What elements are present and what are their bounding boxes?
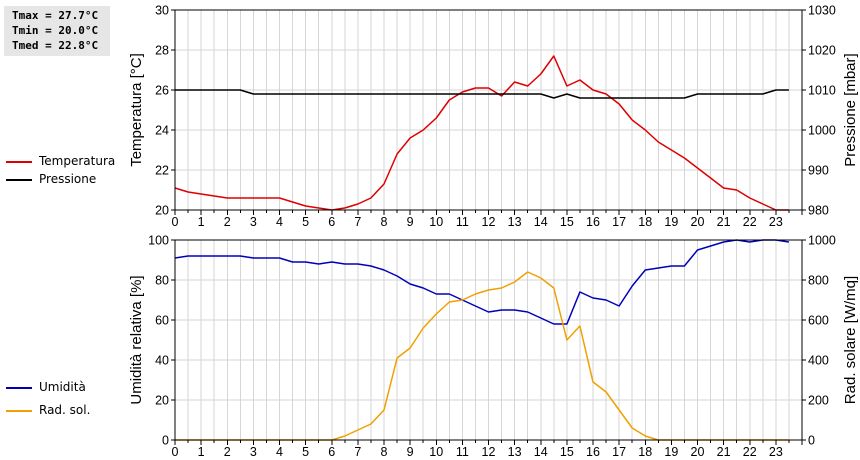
- y-tick-label: 26: [155, 84, 169, 98]
- y2-tick-label: 600: [808, 314, 829, 328]
- x-tick-label: 8: [381, 215, 388, 229]
- x-tick-label: 16: [586, 445, 600, 459]
- stat-tmed: Tmed = 22.8°C: [12, 39, 99, 52]
- y-tick-label: 60: [155, 314, 169, 328]
- y-tick-label: 20: [155, 394, 169, 408]
- x-tick-label: 12: [482, 445, 496, 459]
- y2-tick-label: 990: [808, 164, 829, 178]
- y2-tick-label: 1000: [808, 124, 836, 138]
- x-tick-label: 21: [717, 445, 731, 459]
- y-tick-label: 24: [155, 124, 169, 138]
- x-tick-label: 5: [302, 445, 309, 459]
- x-tick-label: 23: [769, 215, 783, 229]
- y2-tick-label: 0: [808, 434, 815, 448]
- legend-swatch-rad-sol: [6, 410, 32, 412]
- x-tick-label: 15: [560, 215, 574, 229]
- legend-label-rad-sol: Rad. sol.: [39, 403, 91, 417]
- x-tick-label: 11: [456, 445, 469, 459]
- x-tick-label: 3: [250, 445, 257, 459]
- y-tick-label: 30: [155, 4, 169, 18]
- x-tick-label: 14: [534, 215, 548, 229]
- y2-tick-label: 200: [808, 394, 829, 408]
- x-tick-label: 7: [354, 215, 361, 229]
- x-tick-label: 9: [407, 445, 414, 459]
- x-tick-label: 22: [743, 215, 757, 229]
- x-tick-label: 2: [224, 215, 231, 229]
- chart-2: 0 1 2 3 4 5 6 7 8 9 10 11 12 13 14 15 16 17 18 19 20 21 22 2302…: [128, 234, 859, 460]
- x-tick-label: 20: [691, 445, 705, 459]
- x-tick-label: 12: [482, 215, 496, 229]
- x-tick-label: 18: [638, 445, 652, 459]
- x-tick-label: 13: [508, 445, 522, 459]
- y2-tick-label: 980: [808, 204, 829, 218]
- x-tick-label: 14: [534, 445, 548, 459]
- series-line-rad-sol: [175, 271, 789, 441]
- x-tick-label: 3: [250, 215, 257, 229]
- legend-label-pressione: Pressione: [39, 172, 97, 186]
- y-tick-label: 20: [155, 204, 169, 218]
- legend-swatch-temperatura: [6, 161, 32, 163]
- stats-box: Tmax = 27.7°C Tmin = 20.0°C Tmed = 22.8°…: [4, 6, 110, 56]
- y-axis-title: Temperatura [°C]: [128, 53, 145, 167]
- legend-swatch-umidita: [6, 387, 32, 389]
- x-tick-label: 1: [198, 445, 205, 459]
- x-tick-label: 16: [586, 215, 600, 229]
- x-tick-label: 20: [691, 215, 705, 229]
- x-tick-label: 17: [612, 445, 626, 459]
- x-tick-label: 21: [717, 215, 731, 229]
- y-tick-label: 0: [162, 434, 169, 448]
- x-tick-label: 2: [224, 445, 231, 459]
- series-line-temperatura: [174, 55, 789, 211]
- x-tick-label: 18: [638, 215, 652, 229]
- x-tick-label: 10: [429, 215, 443, 229]
- y2-tick-label: 400: [808, 354, 829, 368]
- chart-1: 0 1 2 3 4 5 6 7 8 9 10 11 12 13 14 15 16 17 18 19 20 21 22 2320…: [128, 4, 859, 230]
- y-tick-label: 80: [155, 274, 169, 288]
- legend-swatch-pressione: [6, 179, 32, 181]
- x-tick-label: 6: [328, 215, 335, 229]
- y2-tick-label: 1030: [808, 4, 836, 18]
- x-tick-label: 1: [198, 215, 205, 229]
- x-tick-label: 4: [276, 215, 283, 229]
- legend-label-umidita: Umidità: [39, 380, 86, 394]
- x-tick-label: 11: [456, 215, 469, 229]
- x-tick-label: 5: [302, 215, 309, 229]
- x-tick-label: 4: [276, 445, 283, 459]
- y-tick-label: 22: [155, 164, 169, 178]
- x-tick-label: 9: [407, 215, 414, 229]
- x-tick-label: 23: [769, 445, 783, 459]
- legend-label-temperatura: Temperatura: [39, 154, 116, 168]
- x-tick-label: 0: [172, 445, 179, 459]
- x-tick-label: 19: [664, 445, 678, 459]
- y-tick-label: 100: [148, 234, 169, 248]
- y2-axis-title: Rad. solare [W/mq]: [842, 276, 859, 404]
- x-tick-label: 0: [172, 215, 179, 229]
- series-line-pressione: [175, 89, 789, 99]
- x-tick-label: 22: [743, 445, 757, 459]
- x-tick-label: 10: [429, 445, 443, 459]
- stat-tmin: Tmin = 20.0°C: [12, 24, 99, 37]
- y2-tick-label: 1010: [808, 84, 836, 98]
- y2-tick-label: 800: [808, 274, 829, 288]
- y2-axis-title: Pressione [mbar]: [842, 53, 859, 166]
- stat-tmax: Tmax = 27.7°C: [12, 9, 99, 22]
- x-tick-label: 7: [354, 445, 361, 459]
- x-tick-label: 8: [381, 445, 388, 459]
- y-axis-title: Umidità relativa [%]: [128, 275, 145, 404]
- series-line-umidita: [174, 239, 790, 325]
- y-tick-label: 28: [155, 44, 169, 58]
- y2-tick-label: 1020: [808, 44, 836, 58]
- x-tick-label: 15: [560, 445, 574, 459]
- x-tick-label: 19: [664, 215, 678, 229]
- x-tick-label: 6: [328, 445, 335, 459]
- y-tick-label: 40: [155, 354, 169, 368]
- x-tick-label: 17: [612, 215, 626, 229]
- y2-tick-label: 1000: [808, 234, 836, 248]
- x-tick-label: 13: [508, 215, 522, 229]
